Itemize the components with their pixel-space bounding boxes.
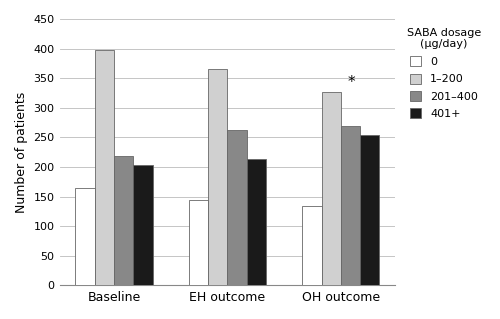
Bar	[114, 156, 134, 286]
Bar	[76, 188, 94, 286]
Bar	[360, 135, 380, 286]
Legend: 0, 1–200, 201–400, 401+: 0, 1–200, 201–400, 401+	[404, 25, 484, 122]
Bar	[134, 165, 152, 286]
Bar	[189, 200, 208, 286]
Bar	[246, 159, 266, 286]
Bar	[322, 93, 341, 286]
Bar	[228, 130, 246, 286]
Bar	[208, 69, 228, 286]
Text: *: *	[348, 75, 356, 90]
Y-axis label: Number of patients: Number of patients	[15, 92, 28, 213]
Bar	[341, 126, 360, 286]
Bar	[94, 50, 114, 286]
Bar	[302, 205, 322, 286]
